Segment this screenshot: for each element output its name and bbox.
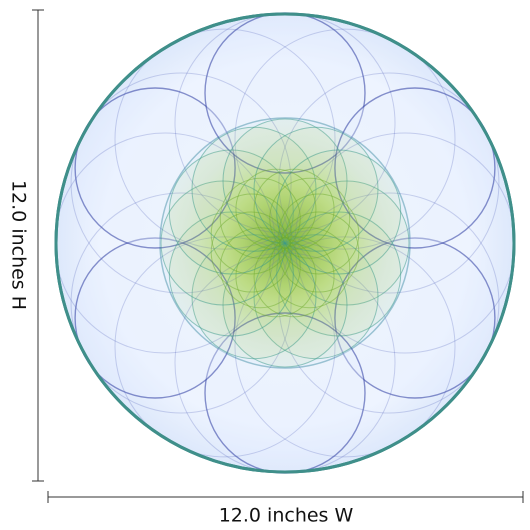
outer-arc: [114, 236, 336, 458]
outer-arc: [70, 72, 292, 294]
core-petal: [235, 236, 317, 318]
core-petal: [219, 177, 301, 259]
outer-arc: [278, 72, 500, 294]
core-petal: [253, 236, 335, 318]
core-petal: [278, 211, 360, 293]
core-petal: [278, 193, 360, 275]
core-petal: [253, 168, 335, 250]
outer-rim: [54, 12, 516, 474]
core-petal: [210, 211, 292, 293]
core-petal: [235, 168, 317, 250]
core-petal: [210, 193, 292, 275]
width-label: 12.0 inches W: [219, 505, 354, 527]
outer-arc: [114, 28, 336, 250]
outer-arc: [278, 192, 500, 414]
outer-arc: [70, 192, 292, 414]
outer-arc: [234, 236, 456, 458]
height-label: 12.0 inches H: [8, 180, 30, 310]
outer-arc: [234, 28, 456, 250]
mandala-decal: [54, 12, 516, 474]
inner-petal: [253, 126, 379, 252]
core-petal: [269, 227, 351, 309]
core-petal: [219, 227, 301, 309]
inner-petal: [276, 149, 402, 275]
core-petal: [269, 177, 351, 259]
